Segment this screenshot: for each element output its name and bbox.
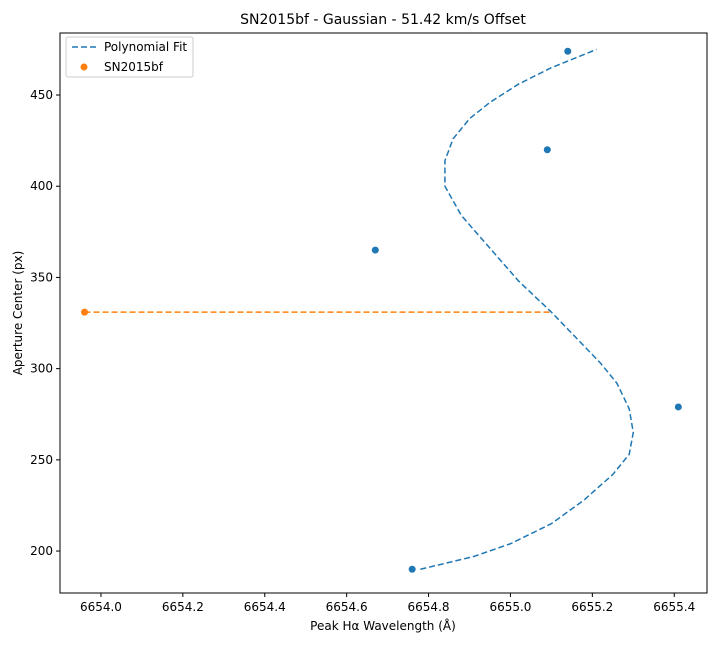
chart-title: SN2015bf - Gaussian - 51.42 km/s Offset xyxy=(240,12,526,28)
x-tick-label: 6655.2 xyxy=(571,600,613,614)
y-tick-label: 250 xyxy=(30,453,53,467)
series-1-point xyxy=(408,565,416,573)
x-tick-label: 6655.4 xyxy=(653,600,695,614)
x-tick-label: 6654.4 xyxy=(244,600,286,614)
y-axis: 200 250 300 350 400 450 xyxy=(30,88,60,558)
x-tick-label: 6654.6 xyxy=(326,600,368,614)
legend-marker-sn2015bf xyxy=(80,63,88,71)
x-tick-label: 6654.2 xyxy=(162,600,204,614)
x-axis: 6654.0 6654.2 6654.4 6654.6 6654.8 6655.0 6655… xyxy=(80,593,695,614)
series-1-point xyxy=(371,246,379,254)
y-tick-label: 300 xyxy=(30,362,53,376)
series-1-point xyxy=(674,403,682,411)
series-1-point xyxy=(564,47,572,55)
y-axis-title: Aperture Center (px) xyxy=(11,251,25,376)
polynomial-fit-line xyxy=(420,48,635,571)
series-layer xyxy=(81,47,682,573)
legend-label-polynomial-fit: Polynomial Fit xyxy=(104,40,187,54)
legend-box xyxy=(65,36,194,78)
sn2015bf-point xyxy=(81,308,89,316)
x-tick-label: 6654.8 xyxy=(408,600,450,614)
x-axis-title: Peak Hα Wavelength (Å) xyxy=(310,618,456,633)
x-tick-label: 6655.0 xyxy=(489,600,531,614)
x-tick-label: 6654.0 xyxy=(80,600,122,614)
series-1-point xyxy=(543,146,551,154)
y-tick-label: 450 xyxy=(30,88,53,102)
plot-area xyxy=(59,32,708,594)
y-tick-label: 350 xyxy=(30,270,53,284)
legend: Polynomial Fit SN2015bf xyxy=(65,36,194,78)
y-tick-label: 200 xyxy=(30,544,53,558)
plot-frame xyxy=(59,32,708,594)
y-tick-label: 400 xyxy=(30,179,53,193)
legend-label-sn2015bf: SN2015bf xyxy=(104,60,164,74)
